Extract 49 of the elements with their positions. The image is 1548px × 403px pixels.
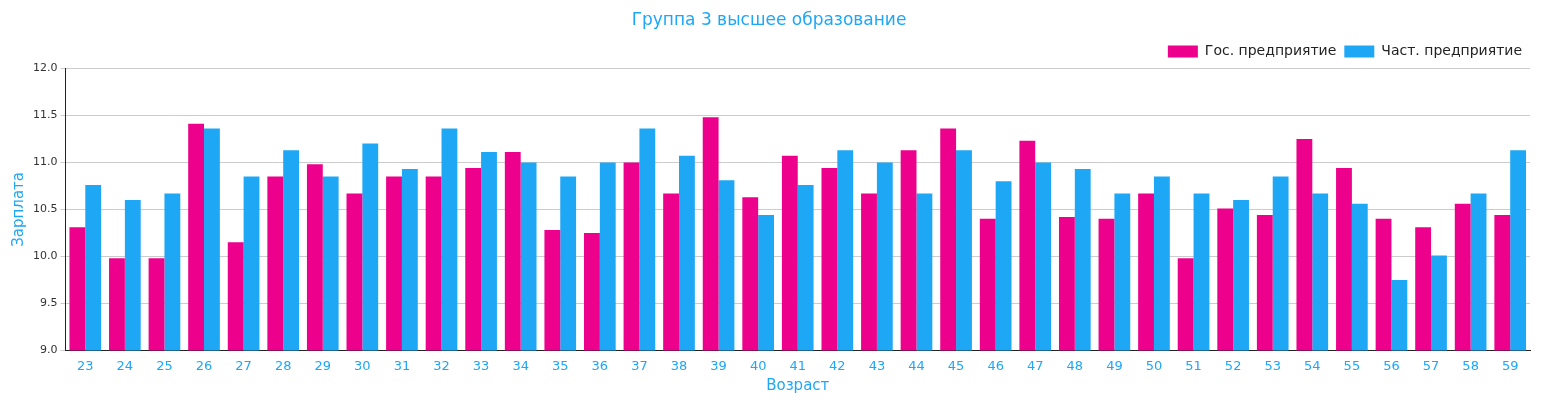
x-tick-label: 49 bbox=[1106, 357, 1123, 373]
chart-title: Группа 3 высшее образование bbox=[631, 8, 907, 29]
x-tick-label: 34 bbox=[512, 357, 529, 373]
legend-label: Гос. предприятие bbox=[1204, 42, 1337, 59]
x-tick-label: 57 bbox=[1422, 357, 1440, 373]
x-tick-label: 46 bbox=[987, 357, 1004, 373]
y-tick-label: 9.0 bbox=[39, 343, 58, 357]
x-tick-label: 52 bbox=[1224, 357, 1242, 373]
x-tick-label: 41 bbox=[789, 357, 807, 373]
y-tick-label: 11.0 bbox=[32, 155, 58, 169]
y-tick-label: 10.0 bbox=[32, 249, 58, 263]
y-tick-label: 10.5 bbox=[32, 202, 58, 216]
x-tick-label: 48 bbox=[1066, 357, 1084, 373]
x-tick-label: 56 bbox=[1383, 357, 1400, 373]
x-tick-label: 26 bbox=[195, 357, 213, 373]
x-tick-label: 53 bbox=[1264, 357, 1281, 373]
y-axis-title: Зарплата bbox=[8, 171, 27, 247]
x-tick-label: 50 bbox=[1145, 357, 1163, 373]
x-tick-label: 47 bbox=[1026, 357, 1044, 373]
x-tick-label: 45 bbox=[947, 357, 965, 373]
x-tick-label: 38 bbox=[670, 357, 688, 373]
x-tick-label: 32 bbox=[433, 357, 450, 373]
x-tick-label: 31 bbox=[393, 357, 411, 373]
x-tick-label: 51 bbox=[1185, 357, 1202, 373]
x-tick-label: 40 bbox=[749, 357, 767, 373]
x-tick-label: 30 bbox=[354, 357, 371, 373]
x-tick-label: 58 bbox=[1462, 357, 1479, 373]
x-tick-label: 25 bbox=[156, 357, 173, 373]
x-tick-label: 43 bbox=[868, 357, 886, 373]
x-tick-label: 27 bbox=[235, 357, 252, 373]
y-tick-label: 9.5 bbox=[39, 296, 58, 310]
x-tick-label: 42 bbox=[829, 357, 846, 373]
x-tick-label: 59 bbox=[1501, 357, 1519, 373]
x-tick-label: 44 bbox=[908, 357, 925, 373]
legend-label: Част. предприятие bbox=[1381, 42, 1523, 59]
x-tick-label: 54 bbox=[1304, 357, 1321, 373]
x-tick-label: 33 bbox=[472, 357, 490, 373]
x-tick-label: 37 bbox=[631, 357, 648, 373]
y-tick-label: 12.0 bbox=[32, 61, 58, 75]
x-tick-label: 24 bbox=[116, 357, 134, 373]
y-tick-label: 11.5 bbox=[32, 108, 58, 122]
x-tick-label: 39 bbox=[710, 357, 727, 373]
x-tick-label: 36 bbox=[591, 357, 609, 373]
x-tick-label: 23 bbox=[77, 357, 94, 373]
x-tick-label: 55 bbox=[1343, 357, 1361, 373]
x-axis-title: Возраст bbox=[766, 375, 830, 394]
x-tick-label: 28 bbox=[274, 357, 292, 373]
x-tick-label: 29 bbox=[314, 357, 332, 373]
x-tick-label: 35 bbox=[551, 357, 569, 373]
